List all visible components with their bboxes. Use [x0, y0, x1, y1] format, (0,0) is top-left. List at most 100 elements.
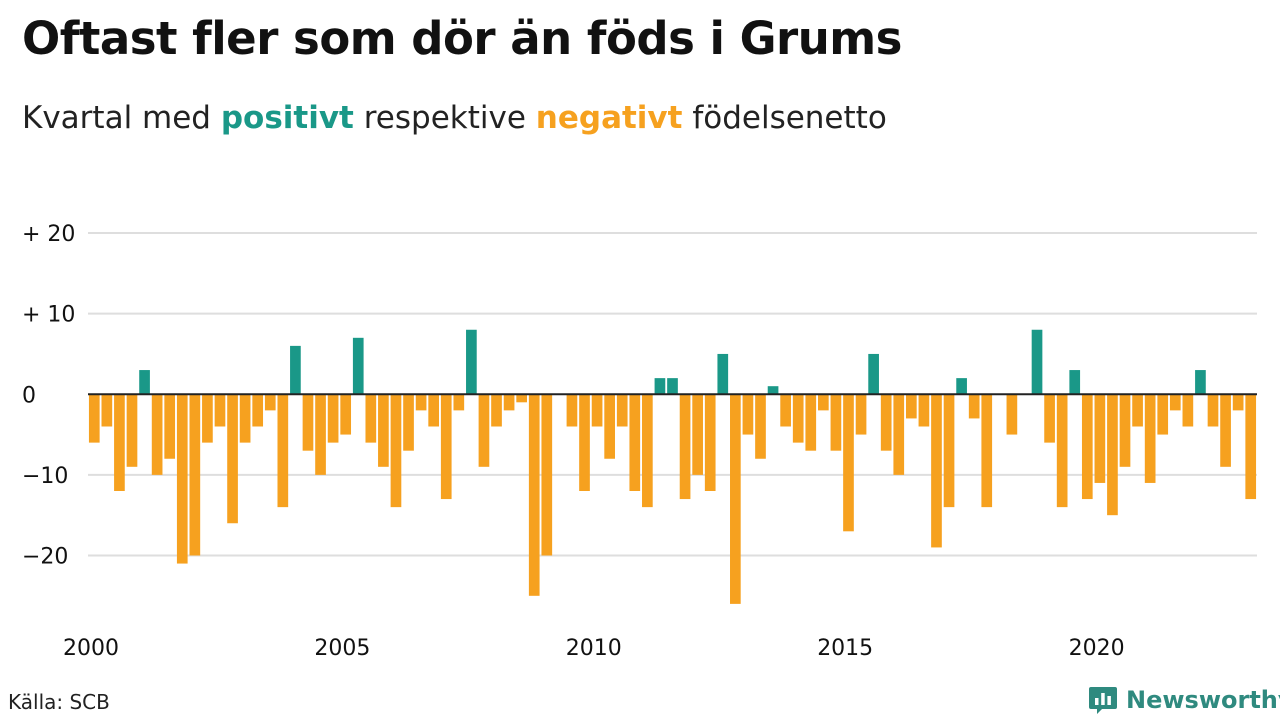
bar-negative — [755, 394, 766, 459]
bar-positive — [1069, 370, 1081, 395]
y-tick-label: −20 — [22, 545, 68, 570]
bar-positive — [956, 378, 967, 395]
bar-negative — [730, 394, 741, 604]
bar-negative — [1182, 394, 1194, 427]
bar-negative — [478, 394, 490, 467]
bar-negative — [616, 394, 628, 427]
subtitle-suffix: födelsenetto — [682, 100, 887, 136]
bar-negative — [629, 394, 641, 491]
bar-negative — [151, 394, 163, 475]
bar-negative — [579, 394, 590, 491]
bar-positive — [767, 386, 779, 395]
bar-positive — [290, 345, 301, 395]
bar-negative — [390, 394, 402, 508]
subtitle-middle: respektive — [353, 100, 536, 136]
bar-negative — [905, 394, 917, 419]
bar-positive — [352, 337, 364, 395]
bar-negative — [327, 394, 339, 443]
bar-negative — [1044, 394, 1055, 443]
x-tick-label: 2010 — [566, 636, 622, 661]
bar-negative — [968, 394, 980, 419]
bar-negative — [252, 394, 264, 427]
bar-positive — [667, 378, 678, 395]
bar-negative — [1220, 394, 1231, 467]
bar-negative — [88, 394, 100, 443]
x-tick-label: 2015 — [817, 636, 873, 661]
bar-negative — [189, 394, 201, 556]
bar-negative — [692, 394, 703, 475]
bar-negative — [742, 394, 754, 435]
bar-negative — [1157, 394, 1169, 435]
y-tick-label: 0 — [22, 383, 36, 408]
bar-negative — [340, 394, 352, 435]
bar-negative — [818, 394, 829, 411]
y-tick-label: + 10 — [22, 303, 75, 328]
bar-negative — [1144, 394, 1156, 483]
bar-negative — [1056, 394, 1068, 508]
bar-positive — [139, 370, 150, 395]
bar-negative — [365, 394, 377, 443]
bar-negative — [302, 394, 314, 451]
bar-negative — [315, 394, 326, 475]
bar-negative — [378, 394, 389, 467]
bar-negative — [101, 394, 113, 427]
bar-negative — [1245, 394, 1257, 500]
bar-negative — [843, 394, 854, 532]
bar-positive — [1031, 329, 1043, 395]
bar-negative — [126, 394, 138, 467]
bar-negative — [528, 394, 540, 596]
source-credit: Källa: SCB — [8, 690, 110, 714]
bar-negative — [1169, 394, 1181, 411]
bar-negative — [202, 394, 213, 443]
bar-negative — [880, 394, 892, 451]
bar-negative — [264, 394, 276, 411]
bar-negative — [503, 394, 515, 411]
bar-negative — [1119, 394, 1131, 467]
bar-negative — [1107, 394, 1118, 516]
bar-negative — [239, 394, 251, 443]
bar-negative — [415, 394, 427, 411]
bar-negative — [591, 394, 603, 427]
bar-chart: + 20 + 10 0 −10 −20 2000 2005 2010 2015 2020 — [22, 222, 1257, 661]
bar-negative — [1081, 394, 1093, 500]
bar-negative — [855, 394, 867, 435]
bar-negative — [566, 394, 578, 427]
bar-negative — [943, 394, 955, 508]
x-tick-label: 2005 — [314, 636, 370, 661]
bar-negative — [805, 394, 817, 451]
y-tick-label: + 20 — [22, 222, 75, 247]
brand-name: Newsworthy — [1126, 686, 1280, 714]
newsworthy-logo-icon — [1089, 687, 1117, 714]
bar-negative — [214, 394, 226, 427]
brand-logo[interactable]: Newsworthy — [1088, 682, 1280, 718]
bar-negative — [981, 394, 993, 508]
bar-negative — [114, 394, 125, 491]
bar-negative — [1006, 394, 1018, 435]
bar-negative — [780, 394, 791, 427]
bar-negative — [176, 394, 188, 564]
bar-negative — [164, 394, 176, 459]
bar-negative — [227, 394, 238, 524]
bar-negative — [440, 394, 452, 500]
bar-negative — [604, 394, 615, 459]
bar-negative — [1132, 394, 1143, 427]
subtitle-prefix: Kvartal med — [22, 100, 221, 136]
subtitle-positive: positivt — [220, 100, 354, 136]
bar-negative — [642, 394, 653, 508]
chart-title: Oftast fler som dör än föds i Grums — [22, 12, 902, 65]
bar-negative — [1232, 394, 1244, 411]
bar-negative — [403, 394, 414, 451]
x-tick-label: 2020 — [1069, 636, 1125, 661]
bar-negative — [1207, 394, 1219, 427]
bar-positive — [654, 378, 666, 395]
chart-subtitle: Kvartal med positivt respektive negativt… — [22, 100, 887, 136]
bar-negative — [1094, 394, 1106, 483]
bar-negative — [428, 394, 440, 427]
bar-positive — [717, 353, 729, 395]
bar-positive — [868, 353, 879, 395]
bar-negative — [277, 394, 289, 508]
bar-negative — [918, 394, 930, 427]
bar-positive — [466, 329, 477, 395]
subtitle-negative: negativt — [535, 100, 683, 136]
bar-positive — [1195, 370, 1206, 395]
